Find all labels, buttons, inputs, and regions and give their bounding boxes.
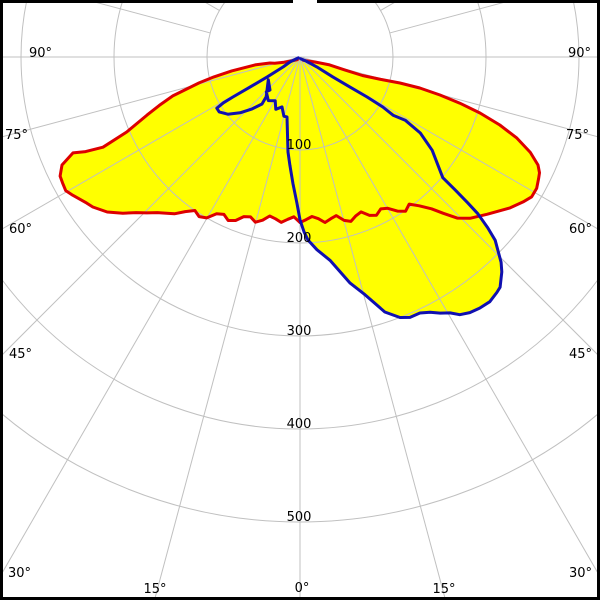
red-curve bbox=[58, 58, 541, 224]
radial-tick-label-300: 300 bbox=[287, 324, 312, 339]
radial-tick-label-500: 500 bbox=[287, 510, 312, 525]
grid-ray--105 bbox=[85, 0, 211, 34]
angle-label-90: 90° bbox=[568, 46, 591, 61]
angle-label-30: 30° bbox=[569, 566, 592, 581]
angle-label--60: 60° bbox=[9, 222, 32, 237]
grid-ray--60 bbox=[0, 56, 301, 231]
frame-border-gap bbox=[293, 0, 317, 4]
grid-ray--75 bbox=[0, 56, 301, 138]
grid-ray--15 bbox=[153, 56, 301, 600]
blue-curve bbox=[215, 56, 504, 319]
grid-ray-30 bbox=[299, 56, 600, 578]
grid-ray-60 bbox=[299, 56, 600, 231]
angle-label--15: 15° bbox=[143, 582, 166, 597]
angle-label--45: 45° bbox=[9, 347, 32, 362]
angle-label--90: 90° bbox=[29, 46, 52, 61]
angle-label-60: 60° bbox=[569, 222, 592, 237]
radial-tick-label-200: 200 bbox=[287, 231, 312, 246]
angle-label-75: 75° bbox=[566, 128, 589, 143]
angle-label-0: 0° bbox=[295, 581, 310, 596]
grid-ray-45 bbox=[299, 56, 600, 358]
grid-ray-105 bbox=[389, 0, 515, 34]
grid-ray-15 bbox=[299, 56, 447, 600]
angle-label-15: 15° bbox=[432, 582, 455, 597]
grid-ray--30 bbox=[0, 56, 301, 578]
angle-label--75: 75° bbox=[5, 128, 28, 143]
grid-ray--45 bbox=[0, 56, 301, 358]
radial-tick-label-400: 400 bbox=[287, 417, 312, 432]
angle-label--30: 30° bbox=[8, 566, 31, 581]
radial-tick-label-100: 100 bbox=[287, 138, 312, 153]
angle-label-45: 45° bbox=[569, 347, 592, 362]
